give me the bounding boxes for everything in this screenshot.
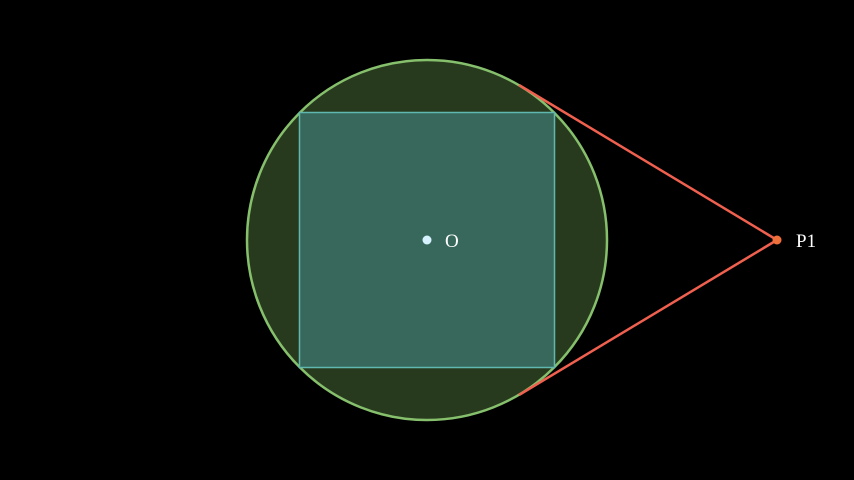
external-point-label: P1 xyxy=(796,231,816,252)
external-point xyxy=(772,235,782,245)
lower-tangent-line xyxy=(518,238,778,397)
center-label: O xyxy=(445,231,459,252)
upper-tangent-line xyxy=(518,83,778,242)
center-point xyxy=(422,235,432,245)
